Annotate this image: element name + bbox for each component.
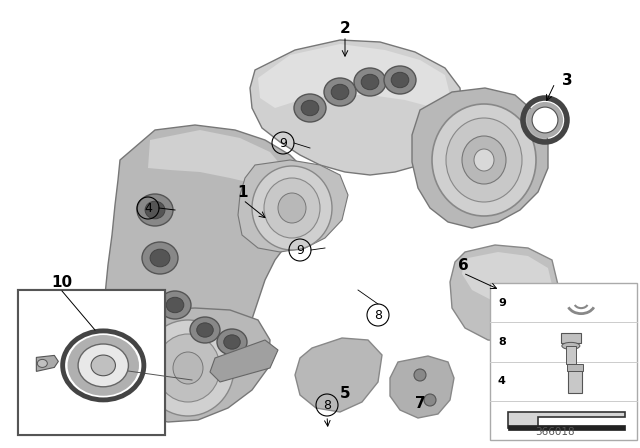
Ellipse shape (37, 359, 47, 367)
Bar (18, 290, 165, 435)
Text: 10: 10 (51, 275, 72, 289)
Ellipse shape (150, 249, 170, 267)
Ellipse shape (361, 74, 379, 90)
Ellipse shape (354, 68, 386, 96)
Text: 8: 8 (323, 399, 331, 412)
Text: 1: 1 (237, 185, 248, 199)
Ellipse shape (446, 118, 522, 202)
Polygon shape (148, 130, 285, 190)
Text: 7: 7 (415, 396, 426, 410)
Ellipse shape (217, 329, 247, 355)
Text: 9: 9 (296, 244, 304, 257)
Ellipse shape (424, 394, 436, 406)
Bar (508, 425, 625, 431)
Text: 9: 9 (498, 297, 506, 308)
Ellipse shape (414, 369, 426, 381)
Polygon shape (36, 355, 58, 371)
Text: 2: 2 (340, 21, 350, 35)
Ellipse shape (384, 66, 416, 94)
Ellipse shape (252, 166, 332, 250)
Text: 3: 3 (562, 73, 572, 87)
Ellipse shape (264, 178, 320, 238)
Bar (567, 364, 583, 371)
Ellipse shape (278, 193, 306, 223)
Ellipse shape (159, 291, 191, 319)
Text: 366018: 366018 (535, 427, 575, 437)
Ellipse shape (324, 78, 356, 106)
Bar (568, 369, 582, 393)
Polygon shape (295, 338, 382, 412)
Ellipse shape (190, 317, 220, 343)
Ellipse shape (527, 102, 563, 138)
Ellipse shape (91, 355, 115, 376)
Bar (561, 333, 581, 343)
Ellipse shape (474, 149, 494, 171)
Text: 8: 8 (498, 337, 506, 347)
Ellipse shape (532, 108, 557, 132)
Text: 4: 4 (498, 376, 506, 386)
Bar (566, 346, 576, 364)
Ellipse shape (78, 344, 129, 387)
Ellipse shape (142, 320, 234, 416)
Ellipse shape (173, 352, 203, 384)
Polygon shape (250, 40, 462, 175)
Ellipse shape (137, 194, 173, 226)
Bar (490, 283, 637, 440)
Ellipse shape (68, 335, 139, 396)
Polygon shape (390, 356, 454, 418)
Polygon shape (462, 252, 552, 305)
Text: 9: 9 (279, 137, 287, 150)
Polygon shape (105, 125, 310, 380)
Polygon shape (412, 88, 548, 228)
Polygon shape (450, 245, 558, 342)
Ellipse shape (224, 335, 240, 349)
Bar (18, 290, 165, 435)
Ellipse shape (145, 201, 165, 219)
Ellipse shape (562, 342, 580, 349)
Text: 5: 5 (340, 385, 350, 401)
Polygon shape (258, 44, 450, 108)
Ellipse shape (166, 297, 184, 313)
Polygon shape (238, 160, 348, 252)
Text: 6: 6 (458, 258, 468, 272)
Text: 4: 4 (144, 202, 152, 215)
Ellipse shape (196, 323, 213, 337)
Ellipse shape (294, 94, 326, 122)
Ellipse shape (156, 334, 220, 402)
Polygon shape (106, 308, 270, 422)
Ellipse shape (391, 72, 409, 88)
Ellipse shape (432, 104, 536, 216)
Ellipse shape (462, 136, 506, 184)
Text: 8: 8 (374, 309, 382, 322)
Ellipse shape (332, 84, 349, 100)
Polygon shape (508, 412, 625, 428)
Ellipse shape (142, 242, 178, 274)
Ellipse shape (301, 100, 319, 116)
Polygon shape (210, 340, 278, 382)
